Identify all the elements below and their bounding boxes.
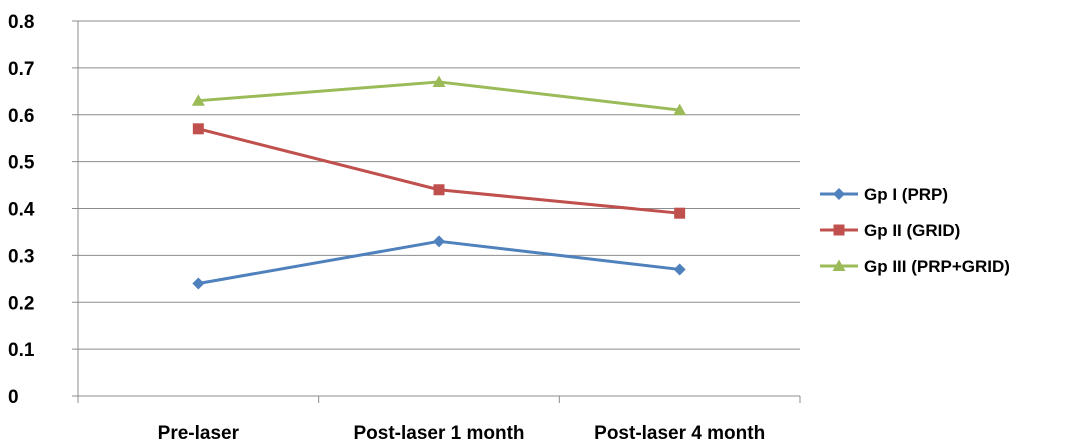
y-tick-label: 0.8 — [8, 12, 34, 33]
y-tick-label: 0.4 — [8, 200, 35, 221]
y-tick-label: 0.2 — [8, 293, 34, 314]
series-line — [197, 127, 680, 215]
legend-label: Gp I (PRP) — [864, 185, 948, 204]
x-tick-label: Post-laser 1 month — [353, 423, 524, 443]
y-tick-label: 0.6 — [8, 106, 34, 127]
x-tick-label: Pre-laser — [158, 423, 240, 443]
legend-item: Gp III (PRP+GRID) — [820, 257, 1010, 276]
y-tick-label: 0.1 — [8, 340, 35, 361]
legend-item: Gp II (GRID) — [820, 221, 960, 240]
y-tick-label: 0.3 — [8, 246, 34, 267]
data-point — [673, 103, 687, 116]
data-point — [833, 188, 845, 200]
x-tick-labels: Pre-laser Post-laser 1 month Post-laser 4 … — [158, 423, 766, 443]
series-2 — [192, 123, 686, 219]
data-point — [433, 184, 445, 196]
legend-item: Gp I (PRP) — [820, 185, 948, 204]
data-point — [433, 235, 445, 248]
legend: Gp I (PRP) Gp II (GRID) Gp III (PRP+GRID) — [820, 185, 1010, 276]
axes — [72, 20, 801, 403]
y-tick-label: 0.5 — [8, 153, 35, 174]
data-point — [192, 123, 204, 135]
y-tick-label: 0 — [8, 387, 19, 408]
series-3 — [191, 75, 687, 116]
data-point — [191, 94, 205, 106]
legend-label: Gp III (PRP+GRID) — [864, 257, 1010, 276]
data-point — [432, 75, 446, 87]
series-group — [191, 75, 687, 290]
series-line — [198, 239, 680, 285]
data-point — [673, 263, 686, 276]
data-point — [833, 224, 845, 236]
x-tick-label: Post-laser 4 month — [594, 423, 765, 443]
data-point — [674, 207, 686, 219]
data-point — [192, 277, 205, 290]
data-point — [832, 259, 846, 271]
y-tick-labels: 0 0.1 0.2 0.3 0.4 0.5 0.6 0.7 0.8 — [8, 12, 35, 408]
series-1 — [192, 235, 686, 290]
y-tick-label: 0.7 — [8, 59, 34, 80]
legend-label: Gp II (GRID) — [864, 221, 960, 240]
grid-lines — [78, 20, 800, 350]
